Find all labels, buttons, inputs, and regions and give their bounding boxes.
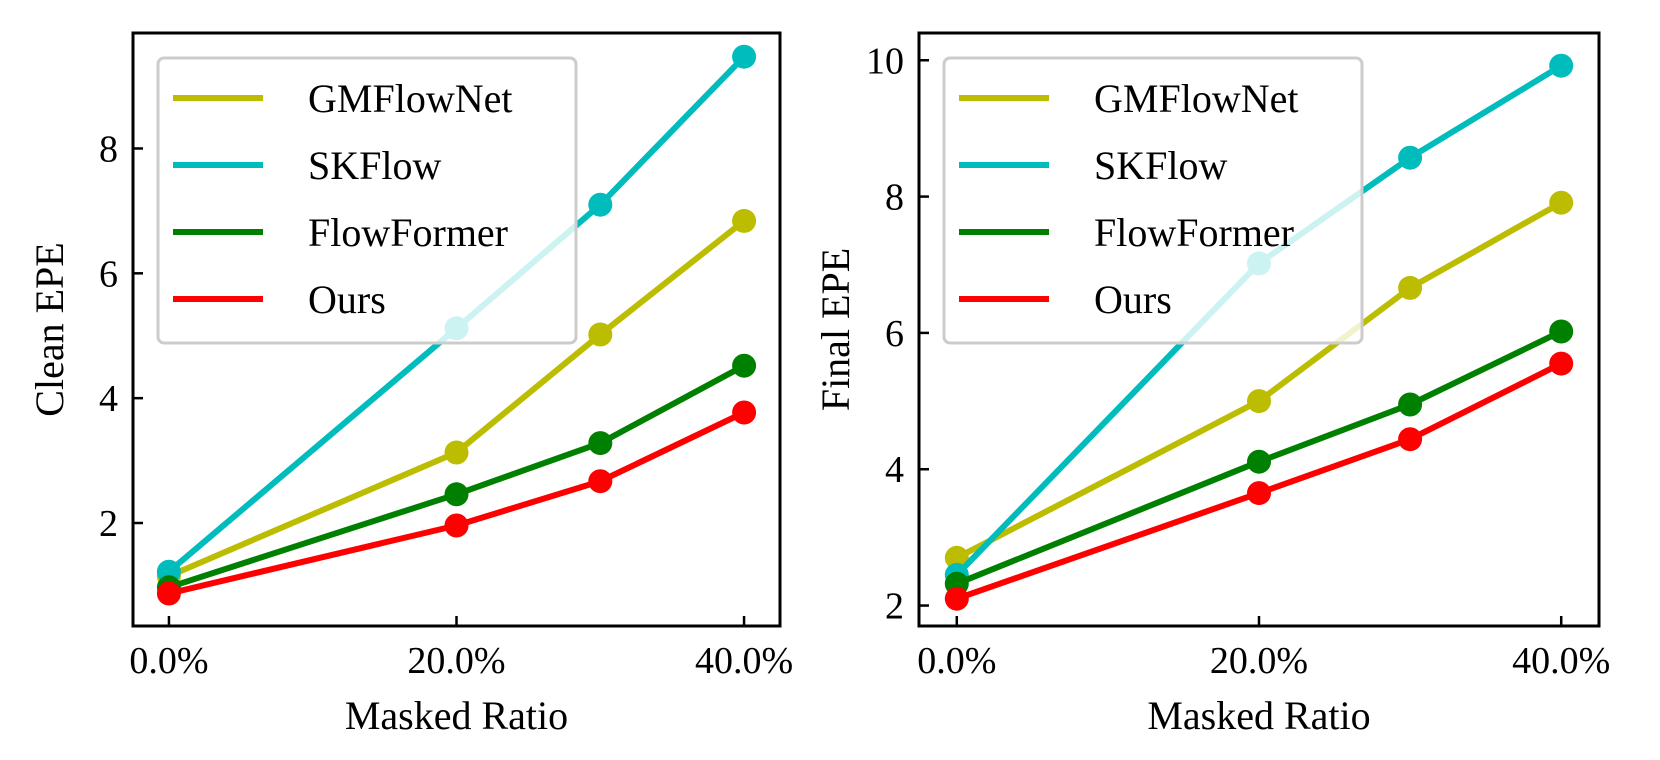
legend-label-skflow: SKFlow — [1094, 143, 1227, 188]
y-tick-label: 2 — [885, 586, 904, 628]
chart-panel-2: 0.0% 20.0% 40.0% 2 4 6 8 10 Masked Ratio Final EP… — [813, 31, 1610, 738]
legend-label-ours: Ours — [308, 277, 386, 322]
data-point-flowformer-1 — [1247, 449, 1271, 474]
y-tick-label: 8 — [99, 128, 118, 170]
legend-label-gmflownet: GMFlowNet — [1094, 76, 1298, 121]
data-point-ours-3 — [1549, 351, 1574, 376]
y-tick-label: 6 — [99, 253, 118, 295]
x-tick-label: 20.0% — [407, 640, 505, 682]
data-point-gmflownet-2 — [588, 322, 613, 347]
y-axis-label: Final EPE — [813, 248, 858, 411]
legend-label-flowformer: FlowFormer — [1094, 210, 1294, 255]
x-axis-label: Masked Ratio — [1147, 693, 1370, 738]
data-point-gmflownet-3 — [1549, 190, 1574, 215]
data-point-flowformer-3 — [732, 353, 757, 378]
x-tick-label: 0.0% — [129, 640, 208, 682]
data-point-gmflownet-1 — [1247, 389, 1271, 414]
data-point-skflow-2 — [588, 192, 613, 217]
legend: GMFlowNet SKFlow FlowFormer Ours — [156, 56, 578, 345]
legend-label-flowformer: FlowFormer — [308, 210, 508, 255]
data-point-ours-2 — [588, 469, 613, 494]
data-point-ours-1 — [1247, 481, 1271, 506]
chart-panel-1: 0.0% 20.0% 40.0% 2 4 6 8 Masked Ratio Clean EPE G… — [27, 31, 793, 738]
legend-label-skflow: SKFlow — [308, 143, 441, 188]
series-line-ours — [955, 360, 1563, 602]
y-axis-label: Clean EPE — [27, 242, 72, 416]
legend-box — [942, 56, 1364, 345]
data-point-ours-0 — [944, 586, 969, 611]
legend: GMFlowNet SKFlow FlowFormer Ours — [942, 56, 1364, 345]
y-tick-label: 4 — [885, 449, 904, 491]
legend-label-ours: Ours — [1094, 277, 1172, 322]
data-point-ours-2 — [1398, 427, 1423, 452]
y-tick-label: 2 — [99, 503, 118, 545]
data-point-flowformer-3 — [1549, 319, 1574, 344]
y-tick-label: 6 — [885, 313, 904, 355]
y-tick-label: 4 — [99, 378, 118, 420]
data-point-skflow-3 — [1549, 53, 1574, 78]
x-tick-label: 0.0% — [917, 640, 996, 682]
data-point-flowformer-1 — [444, 482, 469, 507]
series-line-flowformer — [955, 328, 1563, 587]
data-point-ours-1 — [444, 513, 469, 538]
data-point-gmflownet-1 — [444, 440, 469, 465]
y-tick-label: 10 — [866, 40, 904, 82]
y-tick-label: 8 — [885, 177, 904, 219]
x-tick-label: 40.0% — [695, 640, 793, 682]
data-point-gmflownet-0 — [944, 545, 969, 570]
data-point-ours-3 — [732, 400, 757, 425]
x-tick-label: 40.0% — [1512, 640, 1610, 682]
series-line-gmflownet — [167, 218, 746, 579]
x-axis-label: Masked Ratio — [345, 693, 568, 738]
series-line-flowformer — [167, 363, 746, 591]
data-point-ours-0 — [156, 581, 181, 606]
legend-label-gmflownet: GMFlowNet — [308, 76, 512, 121]
data-point-skflow-2 — [1398, 145, 1423, 170]
data-point-flowformer-2 — [1398, 392, 1423, 417]
data-point-flowformer-2 — [588, 431, 613, 456]
legend-box — [156, 56, 578, 345]
series-line-ours — [168, 409, 746, 597]
x-tick-label: 20.0% — [1210, 640, 1308, 682]
data-point-skflow-3 — [732, 44, 757, 69]
data-point-gmflownet-2 — [1398, 275, 1423, 300]
data-point-gmflownet-3 — [732, 208, 757, 233]
